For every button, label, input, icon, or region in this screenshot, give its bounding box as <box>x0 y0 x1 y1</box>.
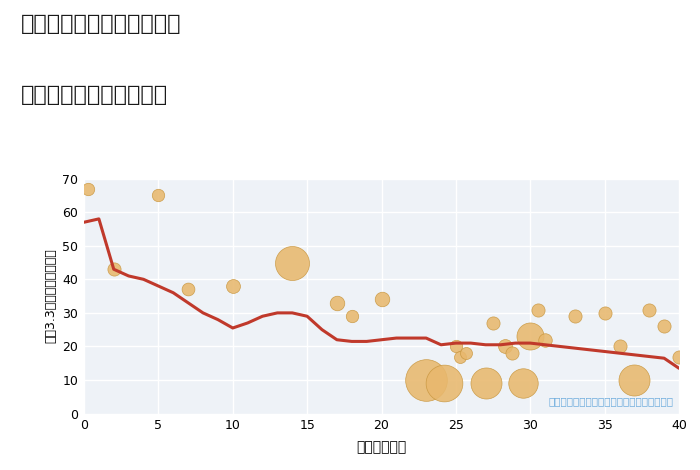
X-axis label: 築年数（年）: 築年数（年） <box>356 440 407 454</box>
Point <box>487 319 498 327</box>
Point <box>517 380 528 387</box>
Point <box>287 259 298 266</box>
Point <box>614 343 625 350</box>
Point <box>450 343 461 350</box>
Point <box>346 313 357 320</box>
Text: 兵庫県豊岡市日高町石井の: 兵庫県豊岡市日高町石井の <box>21 14 181 34</box>
Y-axis label: 坪（3.3㎡）単価（万円）: 坪（3.3㎡）単価（万円） <box>44 249 57 344</box>
Point <box>438 380 449 387</box>
Point <box>499 343 510 350</box>
Text: 築年数別中古戸建て価格: 築年数別中古戸建て価格 <box>21 85 168 105</box>
Point <box>659 322 670 330</box>
Point <box>525 333 536 340</box>
Point <box>227 282 238 290</box>
Point <box>153 192 164 199</box>
Point <box>480 380 491 387</box>
Point <box>461 349 472 357</box>
Point <box>507 349 518 357</box>
Text: 円の大きさは、取引のあった物件面積を示す: 円の大きさは、取引のあった物件面積を示す <box>548 397 673 407</box>
Point <box>540 336 551 344</box>
Point <box>599 309 610 317</box>
Point <box>629 376 640 384</box>
Point <box>376 296 387 303</box>
Point <box>108 266 119 273</box>
Point <box>455 353 466 360</box>
Point <box>183 286 194 293</box>
Point <box>421 376 432 384</box>
Point <box>644 306 655 313</box>
Point <box>532 306 543 313</box>
Point <box>569 313 580 320</box>
Point <box>673 353 685 360</box>
Point <box>83 185 94 192</box>
Point <box>331 299 342 306</box>
